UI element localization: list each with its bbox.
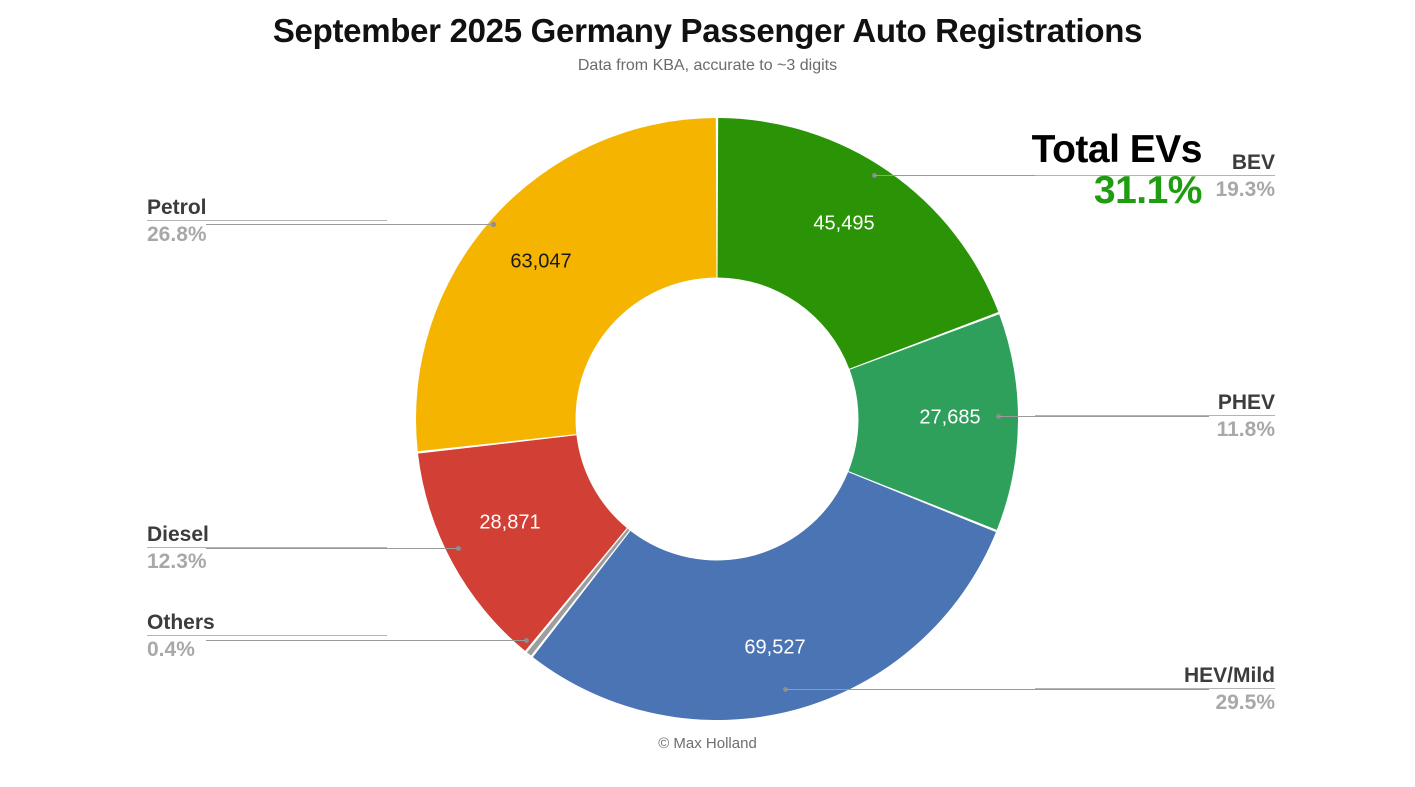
callout-hev-percent: 29.5%	[1215, 691, 1275, 715]
slice-value-bev: 45,495	[813, 212, 875, 235]
callout-phev-rule	[1035, 415, 1275, 417]
pie-slice-hev-mild	[532, 472, 996, 720]
donut-chart-svg	[416, 118, 1018, 720]
callout-others-rule	[147, 635, 387, 637]
slice-value-petrol: 63,047	[510, 250, 572, 273]
callout-others-percent: 0.4%	[147, 638, 195, 662]
total-evs-annotation: Total EVs 31.1%	[930, 128, 1203, 212]
pie-slice-others	[526, 528, 630, 656]
callout-bev-rule	[1035, 175, 1275, 177]
callout-diesel-category: Diesel	[147, 523, 209, 546]
pie-slice-diesel	[418, 435, 627, 651]
callout-phev-percent: 11.8%	[1216, 418, 1275, 442]
pie-slice-phev	[848, 314, 1018, 530]
donut-chart	[408, 110, 1026, 728]
page-title: September 2025 Germany Passenger Auto Re…	[272, 12, 1143, 49]
callout-bev: BEV 19.3%	[1035, 151, 1275, 202]
callout-phev-category: PHEV	[1217, 391, 1275, 414]
leader-line-hev	[785, 689, 1209, 690]
callout-diesel-rule	[147, 547, 387, 549]
leader-dot-diesel	[456, 546, 461, 551]
callout-bev-category: BEV	[1231, 151, 1275, 174]
pie-slices	[416, 118, 1018, 720]
callout-petrol-percent: 26.8%	[147, 223, 207, 247]
callout-diesel-percent: 12.3%	[147, 550, 207, 574]
callout-hev-category: HEV/Mild	[1183, 664, 1275, 687]
callout-petrol-category: Petrol	[147, 196, 207, 219]
slice-value-diesel: 28,871	[479, 511, 541, 534]
callout-others-category: Others	[147, 611, 215, 634]
callout-diesel: Diesel 12.3%	[147, 523, 387, 574]
pie-slice-bev	[717, 118, 999, 369]
leader-line-petrol	[206, 224, 493, 225]
callout-petrol-rule	[147, 220, 387, 222]
callout-petrol: Petrol 26.8%	[147, 196, 387, 247]
callout-hev-rule	[1035, 688, 1275, 690]
leader-line-phev	[998, 416, 1209, 417]
chart-subtitle: Data from KBA, accurate to ~3 digits	[577, 57, 838, 74]
total-evs-label: Total EVs	[1031, 128, 1203, 171]
leader-line-others	[206, 640, 526, 641]
pie-slice-petrol	[416, 118, 717, 452]
credit-text: © Max Holland	[658, 735, 757, 752]
leader-line-diesel	[206, 548, 458, 549]
callout-hev: HEV/Mild 29.5%	[1035, 664, 1275, 715]
slice-value-phev: 27,685	[919, 406, 981, 429]
callout-phev: PHEV 11.8%	[1035, 391, 1275, 442]
callout-others: Others 0.4%	[147, 611, 387, 662]
leader-dot-petrol	[491, 222, 496, 227]
slice-value-hev: 69,527	[744, 636, 806, 659]
leader-dot-others	[524, 638, 529, 643]
total-evs-value: 31.1%	[1093, 169, 1203, 212]
callout-bev-percent: 19.3%	[1215, 178, 1275, 202]
